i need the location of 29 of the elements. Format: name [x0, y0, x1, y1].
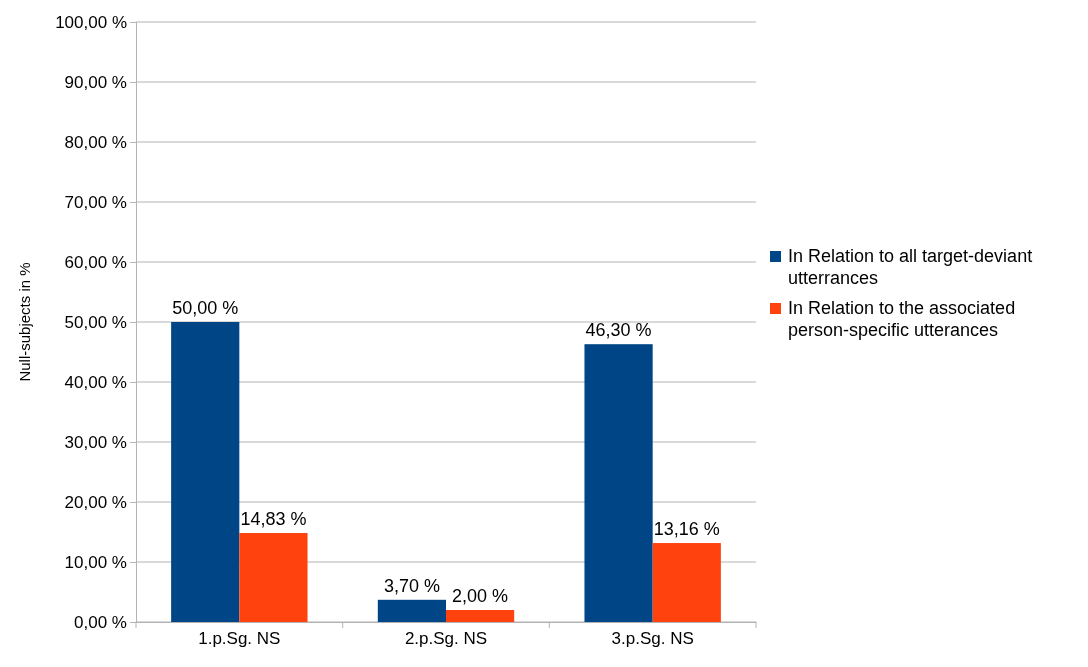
legend-label: In Relation to all target-deviant utterrances [788, 246, 1033, 288]
bar [584, 344, 653, 622]
y-tick-label: 80,00 % [64, 132, 127, 152]
y-tick-label: 30,00 % [64, 432, 127, 452]
bar [171, 322, 240, 622]
y-tick-label: 60,00 % [64, 252, 127, 272]
bar [446, 610, 515, 622]
y-tick-label: 90,00 % [64, 72, 127, 92]
bar [377, 599, 446, 622]
data-label: 13,16 % [653, 519, 720, 540]
x-tick-label: 2.p.Sg. NS [404, 629, 488, 649]
y-tick-label: 0,00 % [74, 612, 127, 632]
legend-label: In Relation to the associated person-specific utterances [788, 298, 1016, 340]
y-tick-label: 70,00 % [64, 192, 127, 212]
bar [239, 533, 308, 622]
bar [652, 543, 721, 622]
y-tick-label: 20,00 % [64, 492, 127, 512]
data-label: 14,83 % [240, 509, 307, 530]
data-label: 3,70 % [383, 575, 440, 596]
data-label: 50,00 % [172, 298, 239, 318]
x-tick-label: 1.p.Sg. NS [198, 629, 281, 649]
y-tick-label: 50,00 % [64, 312, 127, 332]
y-tick-label: 40,00 % [64, 372, 127, 392]
y-axis-title: Null-subjects in % [16, 262, 33, 382]
y-tick-label: 10,00 % [64, 552, 127, 572]
data-label: 2,00 % [452, 586, 509, 606]
data-label: 46,30 % [585, 320, 652, 341]
x-tick-label: 3.p.Sg. NS [611, 629, 694, 649]
y-tick-label: 100,00 % [55, 12, 127, 32]
